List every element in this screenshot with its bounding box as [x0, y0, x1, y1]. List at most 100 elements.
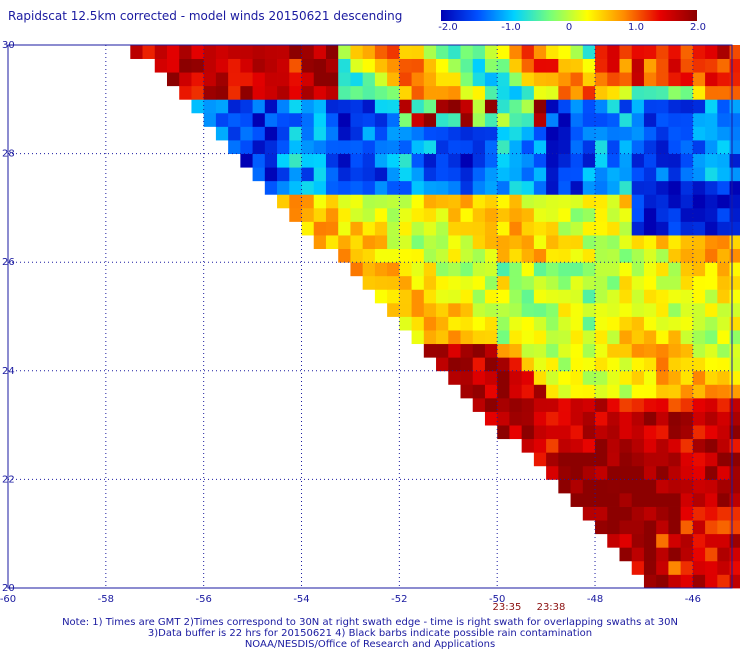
data-cell [619, 180, 633, 195]
data-cell [558, 112, 571, 127]
data-cell [484, 45, 498, 59]
data-cell [484, 316, 498, 331]
data-cell [680, 180, 694, 195]
data-cell [570, 194, 584, 209]
data-cell [325, 207, 339, 222]
data-cell [411, 316, 425, 331]
data-cell [387, 99, 400, 114]
data-cell [338, 221, 351, 236]
data-cell [631, 370, 645, 385]
data-cell [546, 370, 559, 385]
data-cell [619, 167, 633, 182]
data-cell [570, 465, 584, 480]
data-cell [423, 302, 437, 317]
data-cell [570, 207, 584, 222]
data-cell [631, 248, 645, 263]
data-cell [656, 126, 669, 141]
data-cell [472, 302, 486, 317]
data-cell [484, 85, 498, 100]
data-cell [729, 452, 740, 467]
data-cell [595, 112, 608, 127]
data-cell [729, 275, 740, 290]
data-cell [399, 221, 412, 236]
data-cell [558, 72, 571, 87]
data-cell [656, 316, 669, 331]
data-cell [582, 275, 596, 290]
data-cell [705, 112, 718, 127]
data-cell [717, 425, 730, 440]
data-cell [472, 262, 486, 277]
data-cell [717, 126, 730, 141]
data-cell [277, 126, 290, 141]
data-cell [570, 357, 584, 372]
data-cell [643, 194, 657, 209]
data-cell [595, 207, 608, 222]
data-cell [705, 289, 718, 304]
data-cell [656, 58, 669, 73]
data-cell [521, 221, 535, 236]
data-cell [729, 289, 740, 304]
data-cell [399, 140, 412, 154]
data-cell [570, 425, 584, 440]
data-cell [643, 153, 657, 168]
data-cell [582, 167, 596, 182]
data-cell [533, 140, 547, 154]
data-cell [717, 112, 730, 127]
data-cell [436, 275, 449, 290]
data-cell [558, 207, 571, 222]
data-cell [705, 153, 718, 168]
data-cell [680, 302, 694, 317]
data-cell [643, 506, 657, 521]
data-cell [631, 492, 645, 507]
data-cell [692, 126, 706, 141]
x-tick-label: -60 [0, 594, 16, 605]
data-cell [240, 72, 253, 87]
data-cell [595, 248, 608, 263]
data-cell [509, 153, 523, 168]
data-cell [668, 438, 682, 453]
data-cell [717, 45, 730, 59]
data-cell [252, 126, 266, 141]
data-cell [643, 275, 657, 290]
data-cell [497, 316, 510, 331]
data-cell [558, 167, 571, 182]
data-cell [423, 248, 437, 263]
data-cell [705, 452, 718, 467]
data-cell [448, 235, 461, 250]
y-tick-label: 20 [2, 583, 15, 594]
data-cell [313, 153, 327, 168]
data-cell [729, 262, 740, 277]
data-cell [215, 45, 229, 59]
data-cell [215, 99, 229, 114]
data-cell [680, 492, 694, 507]
data-cell [374, 194, 388, 209]
data-cell [729, 140, 740, 154]
data-cell [558, 140, 571, 154]
data-cell [484, 248, 498, 263]
data-cell [668, 140, 682, 154]
data-cell [289, 194, 302, 209]
data-cell [387, 207, 400, 222]
data-cell [705, 411, 718, 426]
data-cell [705, 533, 718, 548]
data-cell [301, 194, 315, 209]
data-cell [521, 275, 535, 290]
data-cells [130, 45, 740, 589]
data-cell [521, 99, 535, 114]
data-cell [692, 330, 706, 345]
data-cell [460, 180, 474, 195]
data-cell [607, 520, 620, 535]
data-cell [558, 452, 571, 467]
data-cell [546, 58, 559, 73]
data-cell [717, 316, 730, 331]
data-cell [509, 384, 523, 399]
data-cell [374, 45, 388, 59]
data-cell [595, 99, 608, 114]
data-cell [374, 167, 388, 182]
data-cell [423, 140, 437, 154]
data-cell [509, 411, 523, 426]
data-cell [717, 58, 730, 73]
data-cell [240, 153, 253, 168]
data-cell [692, 397, 706, 412]
data-cell [387, 235, 400, 250]
